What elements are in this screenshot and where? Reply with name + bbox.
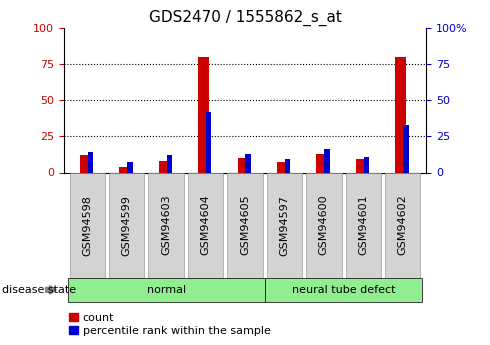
Bar <box>88 152 93 172</box>
Bar <box>317 154 327 172</box>
Bar <box>238 158 248 172</box>
Text: GSM94597: GSM94597 <box>279 195 290 256</box>
Bar <box>80 155 91 172</box>
Bar <box>324 149 330 172</box>
Bar <box>356 159 367 172</box>
Bar <box>206 112 212 172</box>
Text: GSM94603: GSM94603 <box>161 195 171 255</box>
Bar <box>245 154 251 172</box>
Bar <box>198 57 209 172</box>
Bar <box>167 155 172 172</box>
Text: GSM94601: GSM94601 <box>358 195 368 255</box>
Bar <box>285 159 291 172</box>
Text: GSM94600: GSM94600 <box>319 195 329 255</box>
Text: GSM94599: GSM94599 <box>122 195 132 256</box>
Bar <box>403 125 409 172</box>
Text: GSM94598: GSM94598 <box>82 195 92 256</box>
Text: neural tube defect: neural tube defect <box>292 285 395 295</box>
Text: GSM94604: GSM94604 <box>200 195 211 256</box>
Bar <box>159 161 170 172</box>
Bar <box>395 57 406 172</box>
Text: GSM94605: GSM94605 <box>240 195 250 255</box>
Text: normal: normal <box>147 285 186 295</box>
Bar <box>364 157 369 172</box>
Legend: count, percentile rank within the sample: count, percentile rank within the sample <box>69 313 270 336</box>
Text: disease state: disease state <box>2 285 76 295</box>
Bar <box>277 162 288 172</box>
Bar <box>119 167 130 172</box>
Title: GDS2470 / 1555862_s_at: GDS2470 / 1555862_s_at <box>148 10 342 26</box>
Text: GSM94602: GSM94602 <box>398 195 408 256</box>
Bar <box>127 162 133 172</box>
